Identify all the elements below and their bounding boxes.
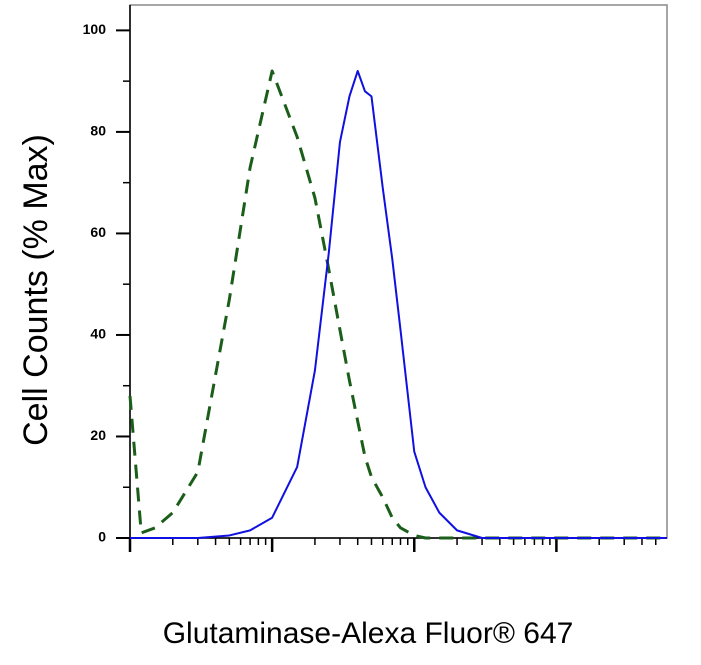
series-line: [130, 69, 667, 539]
y-tick-label: 0: [98, 529, 106, 545]
plot-frame: [129, 4, 668, 539]
x-axis-label: Glutaminase-Alexa Fluor® 647: [163, 617, 574, 650]
y-tick-label: 60: [90, 224, 106, 240]
y-tick-label: 40: [90, 326, 106, 342]
y-axis-label: Cell Counts (% Max): [17, 134, 55, 446]
y-tick-label: 80: [90, 123, 106, 139]
series-line: [128, 69, 667, 540]
y-tick-label: 100: [83, 21, 107, 37]
y-tick-label: 20: [90, 427, 106, 443]
